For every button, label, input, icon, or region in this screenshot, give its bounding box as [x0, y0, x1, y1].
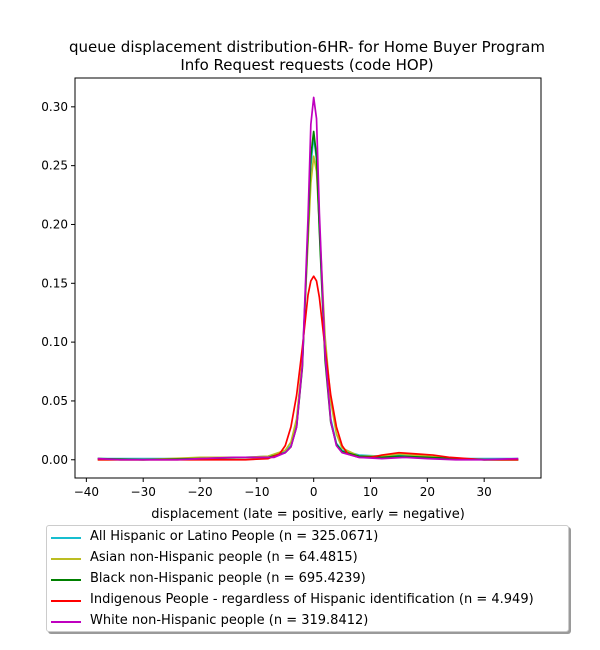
y-tick-label: 0.20	[41, 217, 68, 231]
x-tick-label: 10	[363, 485, 378, 499]
x-tick-label: −30	[131, 485, 156, 499]
x-tick-label: −10	[244, 485, 269, 499]
legend-label: Indigenous People - regardless of Hispan…	[90, 592, 534, 607]
x-tick-label: −20	[187, 485, 212, 499]
y-tick-label: 0.00	[41, 453, 68, 467]
y-tick-label: 0.15	[41, 276, 68, 290]
y-tick-label: 0.25	[41, 159, 68, 173]
y-axis-ticks: 0.00 0.05 0.10 0.15 0.20 0.25 0.30	[41, 100, 75, 467]
x-tick-label: 0	[310, 485, 318, 499]
x-axis-ticks: −40 −30 −20 −10 0 10 20 30	[74, 478, 492, 499]
legend-swatch	[51, 537, 81, 539]
legend-item: Black non-Hispanic people (n = 695.4239)	[47, 569, 568, 590]
plot-area	[97, 96, 519, 461]
legend-label: Asian non-Hispanic people (n = 64.4815)	[90, 550, 358, 565]
legend-swatch	[51, 558, 81, 560]
legend-item: All Hispanic or Latino People (n = 325.0…	[47, 527, 568, 548]
series-line	[97, 275, 519, 461]
y-tick-label: 0.05	[41, 394, 68, 408]
y-tick-label: 0.30	[41, 100, 68, 114]
x-tick-label: 30	[477, 485, 492, 499]
legend: All Hispanic or Latino People (n = 325.0…	[46, 525, 569, 632]
legend-label: Black non-Hispanic people (n = 695.4239)	[90, 571, 366, 586]
chart-title-line1: queue displacement distribution-6HR- for…	[69, 38, 545, 56]
series-line	[97, 96, 519, 461]
x-tick-label: −40	[74, 485, 99, 499]
x-axis-label: displacement (late = positive, early = n…	[151, 507, 465, 522]
plot-frame	[74, 77, 542, 479]
chart-title-line2: Info Request requests (code HOP)	[180, 56, 433, 74]
y-tick-label: 0.10	[41, 335, 68, 349]
x-tick-label: 20	[420, 485, 435, 499]
legend-item: Asian non-Hispanic people (n = 64.4815)	[47, 548, 568, 569]
legend-swatch	[51, 600, 81, 602]
legend-label: All Hispanic or Latino People (n = 325.0…	[90, 529, 379, 544]
legend-item: Indigenous People - regardless of Hispan…	[47, 590, 568, 611]
legend-item: White non-Hispanic people (n = 319.8412)	[47, 611, 568, 632]
legend-swatch	[51, 579, 81, 581]
legend-swatch	[51, 621, 81, 623]
legend-label: White non-Hispanic people (n = 319.8412)	[90, 613, 369, 628]
